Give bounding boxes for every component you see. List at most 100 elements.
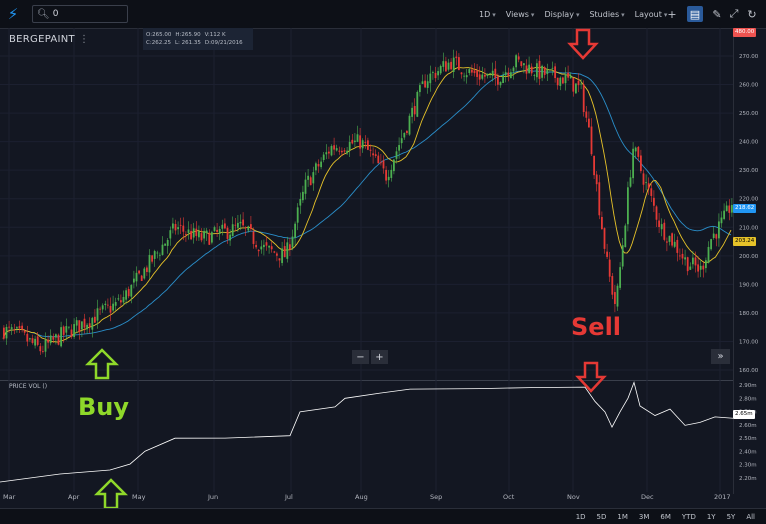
candle-body bbox=[697, 264, 699, 272]
candle-body bbox=[489, 73, 491, 74]
candle-body bbox=[567, 72, 569, 78]
fullscreen-icon[interactable]: ⤢ bbox=[729, 7, 739, 20]
studies-dropdown[interactable]: Studies ▾ bbox=[589, 10, 624, 19]
more-icon[interactable]: ⋮ bbox=[78, 34, 90, 45]
candle-body bbox=[52, 336, 55, 340]
candle-body bbox=[153, 251, 156, 259]
candle-body bbox=[312, 172, 315, 184]
candle-body bbox=[460, 72, 463, 75]
price-tick-label: 180.00 bbox=[739, 311, 759, 317]
scroll-to-latest-button[interactable]: » bbox=[711, 349, 730, 364]
layout-dropdown[interactable]: Layout ▾ bbox=[635, 10, 668, 19]
candle-body bbox=[424, 80, 426, 88]
price-tick-label: 240.00 bbox=[739, 140, 759, 146]
candle-body bbox=[244, 227, 247, 229]
candle-body bbox=[416, 91, 419, 117]
range-bar: 1D 5D 1M 3M 6M YTD 1Y 5Y All bbox=[0, 508, 766, 524]
candle-body bbox=[120, 300, 122, 303]
zoom-in-button[interactable]: + bbox=[371, 350, 388, 364]
time-tick-label: 2017 bbox=[714, 493, 731, 501]
candle-body bbox=[364, 142, 367, 143]
candle-body bbox=[346, 150, 348, 154]
candle-body bbox=[172, 223, 174, 229]
candle-body bbox=[543, 67, 546, 75]
range-3m[interactable]: 3M bbox=[638, 512, 650, 521]
interval-dropdown[interactable]: 1D ▾ bbox=[479, 10, 496, 19]
views-label: Views bbox=[505, 9, 529, 19]
candle-body bbox=[577, 80, 580, 86]
top-toolbar: ⚡ 🔍︎ 1D▾ Views▾ Display▾ Studies▾ Layout… bbox=[0, 0, 766, 29]
candle-body bbox=[143, 268, 146, 279]
price-chart[interactable]: 270.00 260.00 250.00 240.00 230.00 220.00 210.… bbox=[0, 28, 766, 508]
volume-tick-label: 2.50m bbox=[739, 436, 757, 442]
symbol-search-input[interactable] bbox=[52, 9, 123, 19]
candle-body bbox=[382, 160, 385, 169]
zoom-out-button[interactable]: − bbox=[352, 350, 369, 364]
price-tick-label: 200.00 bbox=[739, 254, 759, 260]
candle-body bbox=[468, 69, 471, 74]
candle-body bbox=[127, 288, 130, 297]
range-ytd[interactable]: YTD bbox=[681, 512, 696, 521]
candle-body bbox=[595, 174, 598, 185]
candle-body bbox=[190, 230, 192, 240]
symbol-search[interactable]: 🔍︎ bbox=[32, 5, 128, 23]
candle-body bbox=[473, 70, 476, 74]
chat-icon[interactable]: ▤ bbox=[687, 6, 703, 22]
price-tick-label: 260.00 bbox=[739, 83, 759, 89]
candle-body bbox=[510, 72, 512, 79]
sell-arrow-icon bbox=[575, 361, 607, 393]
chevron-down-icon: ▾ bbox=[492, 10, 496, 19]
display-dropdown[interactable]: Display ▾ bbox=[544, 10, 579, 19]
candle-body bbox=[393, 159, 395, 172]
candle-body bbox=[598, 182, 601, 216]
price-tick-label: 190.00 bbox=[739, 282, 759, 288]
sell-arrow-icon bbox=[567, 28, 599, 60]
range-5d[interactable]: 5D bbox=[596, 512, 607, 521]
symbol-title[interactable]: BERGEPAINT ⋮ bbox=[9, 34, 89, 45]
candle-body bbox=[663, 222, 666, 240]
candle-body bbox=[276, 253, 278, 256]
candle-body bbox=[361, 140, 364, 149]
candle-body bbox=[471, 69, 473, 73]
candle-body bbox=[538, 60, 541, 79]
sma-long-line bbox=[2, 70, 732, 339]
volume-indicator-label[interactable]: PRICE VOL () bbox=[9, 383, 48, 390]
candle-body bbox=[42, 351, 44, 352]
range-1m[interactable]: 1M bbox=[617, 512, 628, 521]
candle-body bbox=[551, 67, 554, 69]
toolbar-menu: 1D ▾ Views ▾ Display ▾ Studies ▾ Layout ▾ bbox=[479, 0, 677, 28]
range-all[interactable]: All bbox=[746, 512, 755, 521]
plus-crosshair-icon[interactable]: + bbox=[667, 7, 677, 21]
candle-body bbox=[546, 69, 549, 75]
candle-body bbox=[278, 258, 281, 261]
range-5y[interactable]: 5Y bbox=[726, 512, 736, 521]
candle-body bbox=[57, 334, 60, 345]
volume-tick-label: 2.30m bbox=[739, 463, 757, 469]
candle-body bbox=[359, 135, 361, 149]
candle-body bbox=[660, 224, 663, 230]
candle-body bbox=[458, 57, 460, 71]
candle-body bbox=[528, 64, 530, 74]
candle-body bbox=[603, 228, 606, 249]
undo-icon[interactable]: ↻ bbox=[747, 7, 757, 21]
range-6m[interactable]: 6M bbox=[660, 512, 671, 521]
candle-body bbox=[515, 55, 517, 68]
candle-body bbox=[666, 241, 668, 243]
candle-body bbox=[177, 227, 179, 230]
candle-body bbox=[640, 155, 642, 172]
candle-body bbox=[114, 301, 117, 306]
lightning-logo-icon[interactable]: ⚡ bbox=[7, 5, 19, 23]
views-dropdown[interactable]: Views ▾ bbox=[506, 10, 535, 19]
range-1y[interactable]: 1Y bbox=[706, 512, 716, 521]
chevron-down-icon: ▾ bbox=[530, 10, 535, 19]
candle-body bbox=[29, 338, 31, 340]
candle-body bbox=[8, 326, 10, 328]
candle-body bbox=[96, 308, 99, 321]
candle-body bbox=[86, 324, 88, 330]
range-1d[interactable]: 1D bbox=[575, 512, 586, 521]
candle-body bbox=[55, 334, 57, 338]
candle-body bbox=[658, 220, 660, 227]
candle-body bbox=[208, 232, 211, 245]
pencil-icon[interactable]: ✎ bbox=[712, 7, 722, 21]
volume-price-tag: 2.65m bbox=[733, 410, 755, 419]
